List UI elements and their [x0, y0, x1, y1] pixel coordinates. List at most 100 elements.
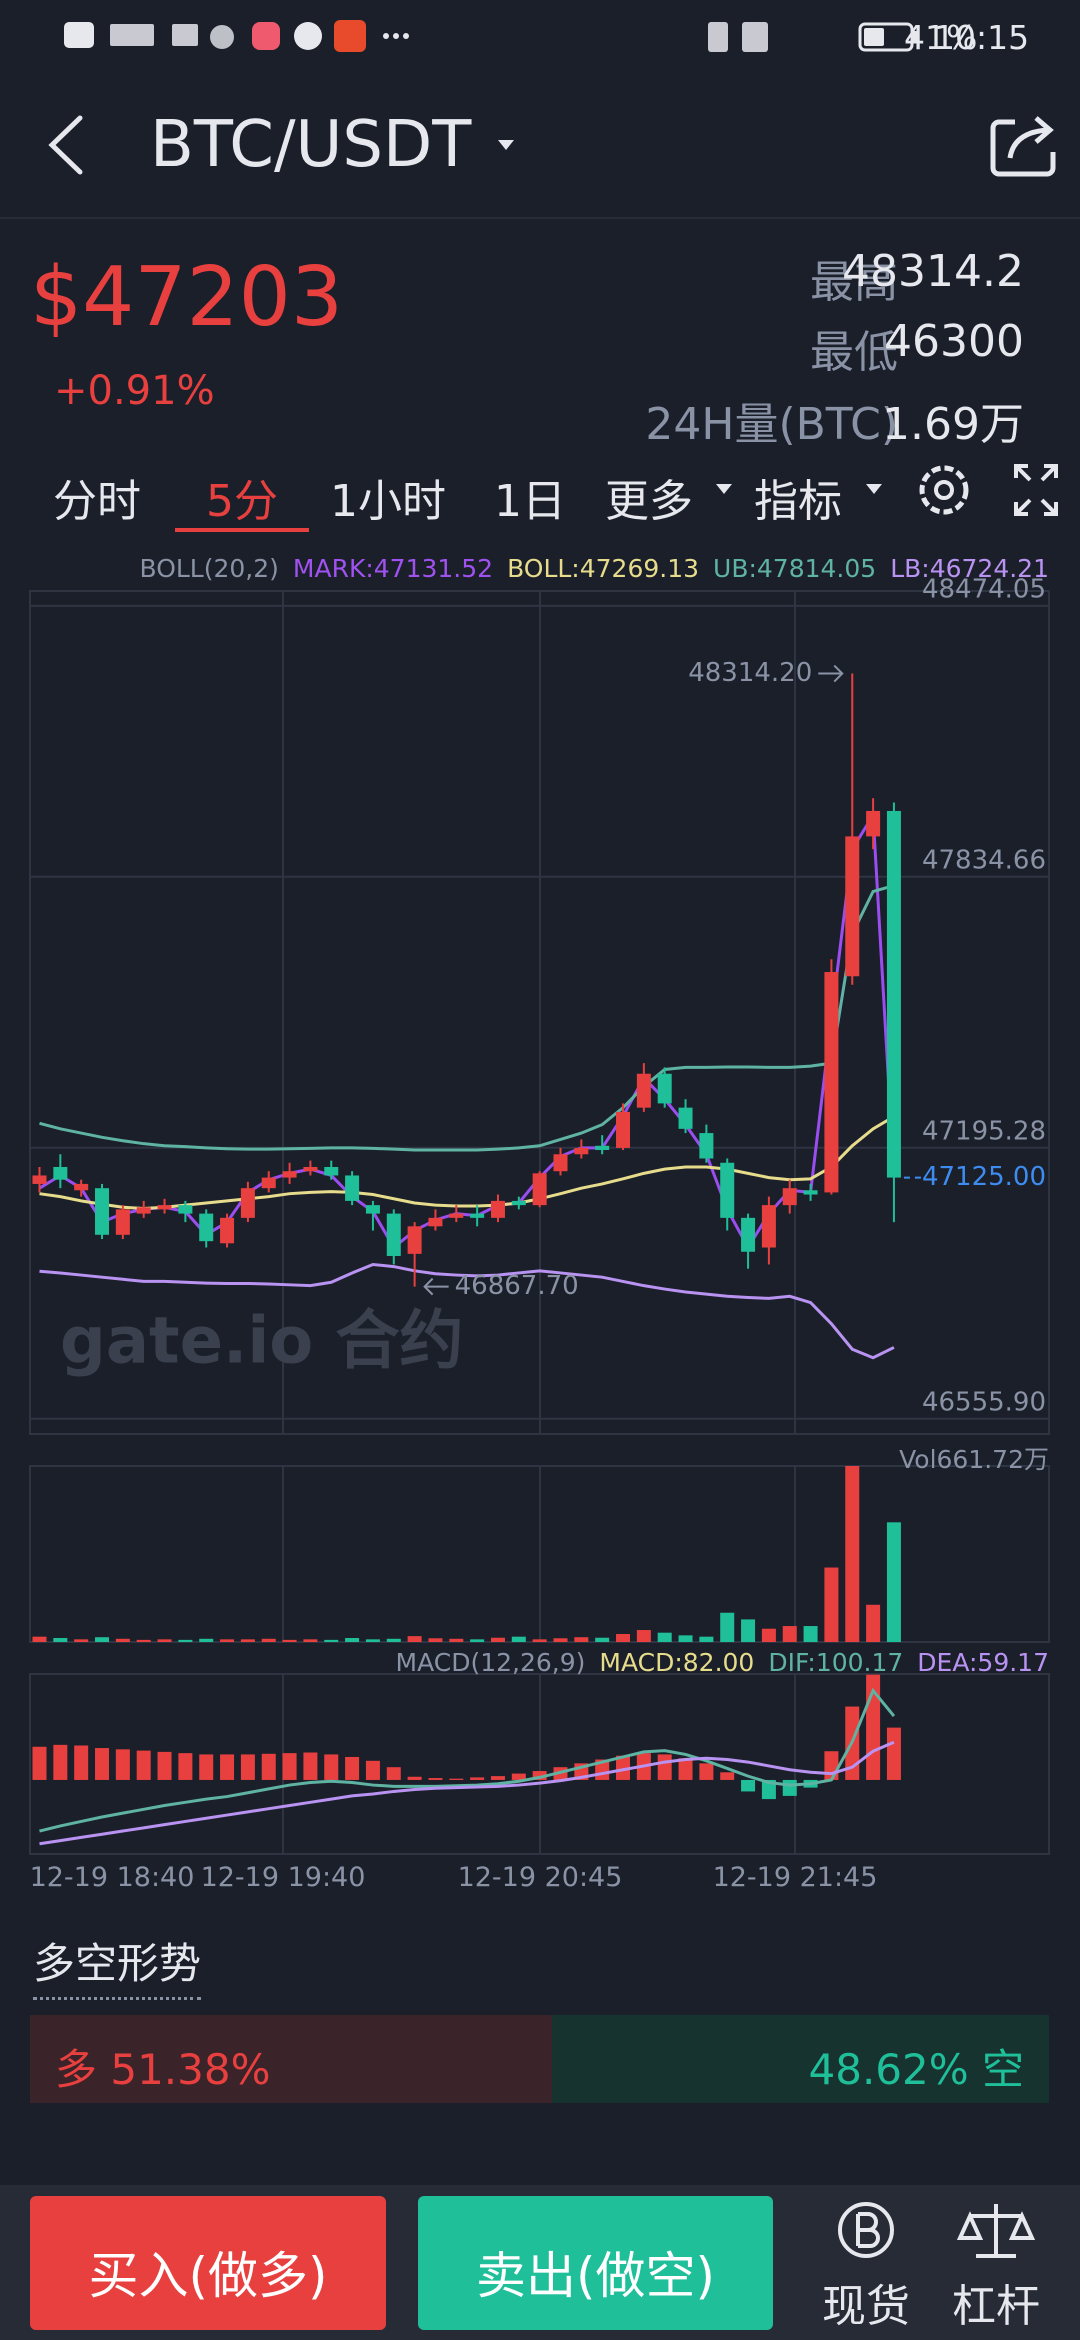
macd-bar: [53, 1744, 68, 1780]
tab[interactable]: 指标: [754, 476, 842, 527]
candle-body: [95, 1188, 110, 1235]
volume-bar: [365, 1639, 380, 1642]
candle-body: [824, 972, 839, 1193]
sell-label[interactable]: 卖出(做空): [475, 2247, 715, 2305]
macd-bar: [657, 1754, 672, 1780]
candle-body: [53, 1166, 68, 1180]
share-button[interactable]: [990, 116, 1056, 177]
candle-body: [866, 810, 881, 837]
volume-bar: [324, 1639, 339, 1642]
macd-bar: [303, 1752, 318, 1780]
settings-button[interactable]: [919, 465, 969, 515]
volume-bar: [199, 1638, 214, 1642]
macd-bar: [157, 1751, 172, 1780]
legend-item: LB:46724.21: [890, 554, 1049, 583]
pair-dropdown[interactable]: [498, 140, 514, 150]
volume-bar: [136, 1639, 151, 1642]
sentiment-title: 多空形势: [33, 1930, 202, 2000]
candle-body: [157, 1205, 172, 1210]
indicator-line: [39, 1115, 895, 1211]
low-arrow: [423, 1277, 449, 1296]
macd-bar: [678, 1758, 693, 1780]
tab[interactable]: 5分: [206, 476, 278, 527]
candle-body: [761, 1205, 776, 1248]
indicator-dropdown[interactable]: [866, 484, 882, 494]
candle-body: [136, 1207, 151, 1214]
candle-body: [470, 1213, 485, 1218]
candle-body: [32, 1175, 47, 1184]
candle-body: [220, 1217, 235, 1244]
candle-body: [678, 1107, 693, 1129]
candle-body: [282, 1171, 297, 1178]
fullscreen-button[interactable]: [1014, 464, 1058, 516]
more-dropdown[interactable]: [716, 484, 732, 494]
x-tick-label: 12-19 19:40: [200, 1862, 366, 1893]
volume-bar: [32, 1636, 47, 1642]
legend-item: MACD:82.00: [599, 1648, 755, 1677]
candle-body: [553, 1154, 568, 1172]
status-icons: [64, 20, 917, 52]
macd-bar: [74, 1745, 89, 1780]
watermark: gate.io 合约: [60, 1305, 464, 1379]
volume-bar: [157, 1639, 172, 1642]
macd-bar: [616, 1755, 631, 1780]
sell-button[interactable]: [418, 2196, 773, 2330]
stat-label: 最高: [810, 257, 898, 308]
margin-label[interactable]: 杠杆: [952, 2281, 1040, 2332]
tab[interactable]: 1日: [494, 476, 566, 527]
macd-bar: [199, 1754, 214, 1780]
candle-body: [845, 836, 860, 977]
macd-bar: [407, 1776, 422, 1780]
tab[interactable]: 更多: [605, 476, 693, 527]
volume-bar: [824, 1567, 839, 1642]
volume-bar: [115, 1638, 130, 1642]
macd-bar: [511, 1773, 526, 1780]
volume-bar: [345, 1638, 360, 1642]
candle-body: [407, 1226, 422, 1254]
legend-item: UB:47814.05: [713, 554, 877, 583]
macd-bar: [345, 1756, 360, 1780]
volume-bar: [74, 1639, 89, 1642]
back-button[interactable]: [48, 115, 83, 175]
tab[interactable]: 分时: [53, 476, 141, 527]
legend-item: DIF:100.17: [768, 1648, 904, 1677]
indicator-line: [39, 884, 895, 1152]
volume-bar: [866, 1604, 881, 1642]
candle-body: [720, 1162, 735, 1218]
tab-underline: [175, 528, 309, 532]
candle-body: [803, 1190, 818, 1195]
candle-body: [886, 810, 901, 1178]
volume-bar: [657, 1632, 672, 1642]
volume-bar: [782, 1626, 797, 1642]
candle-body: [365, 1205, 380, 1214]
volume-bar: [511, 1636, 526, 1642]
margin-icon[interactable]: [956, 2204, 1036, 2258]
x-tick-label: 12-19 18:40: [29, 1862, 195, 1893]
long-ratio: 多 51.38%: [55, 2045, 271, 2094]
macd-bar: [886, 1727, 901, 1780]
macd-bar: [782, 1779, 797, 1796]
candle-body: [324, 1166, 339, 1176]
volume-bar: [470, 1639, 485, 1642]
volume-label: Vol661.72万: [899, 1445, 1049, 1474]
spot-label[interactable]: 现货: [822, 2281, 910, 2332]
volume-bar: [490, 1637, 505, 1642]
dif-line: [39, 1687, 896, 1833]
volume-bar: [845, 1466, 860, 1642]
volume-bar: [178, 1639, 193, 1642]
candle-body: [616, 1111, 631, 1148]
macd-bar: [449, 1778, 464, 1780]
buy-button[interactable]: [30, 2196, 386, 2330]
buy-label[interactable]: 买入(做多): [88, 2247, 328, 2305]
tab[interactable]: 1小时: [330, 476, 446, 527]
spot-icon[interactable]: [838, 2202, 894, 2258]
candle-body: [511, 1200, 526, 1206]
pair-title[interactable]: BTC/USDT: [150, 108, 472, 182]
candle-body: [449, 1213, 464, 1218]
volume-bar: [616, 1634, 631, 1642]
macd-bar: [741, 1779, 756, 1792]
volume-bar: [53, 1638, 68, 1642]
volume-bar: [741, 1619, 756, 1642]
candle-body: [657, 1073, 672, 1104]
vertical-grid: [282, 591, 796, 1854]
